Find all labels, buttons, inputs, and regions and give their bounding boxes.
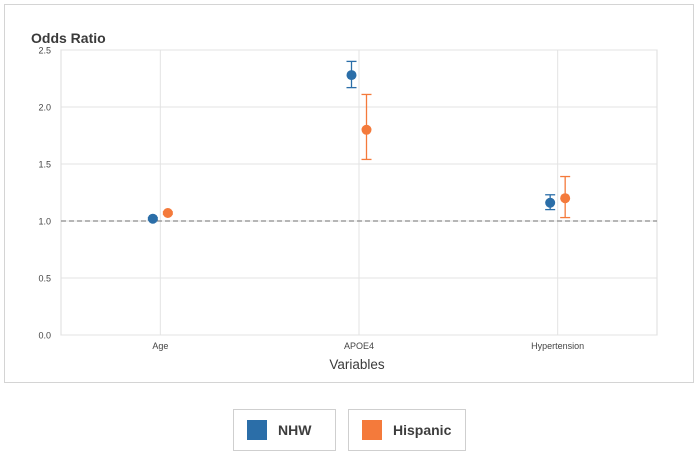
legend-swatch-hispanic	[362, 420, 382, 440]
y-tick-label: 1.5	[38, 160, 51, 170]
x-tick-label: APOE4	[344, 341, 374, 351]
point-nhw	[545, 197, 556, 208]
point-nhw	[346, 70, 357, 81]
y-tick-label: 0.0	[38, 331, 51, 341]
x-tick-label: Hypertension	[531, 341, 584, 351]
y-tick-label: 0.5	[38, 274, 51, 284]
legend-item-hispanic[interactable]: Hispanic	[348, 409, 466, 451]
x-tick-label: Age	[152, 341, 168, 351]
point-hispanic	[361, 124, 372, 135]
legend-swatch-nhw	[247, 420, 267, 440]
y-tick-label: 2.5	[38, 46, 51, 56]
point-hispanic	[560, 193, 571, 204]
point-hispanic	[162, 208, 173, 219]
legend-label-hispanic: Hispanic	[393, 422, 452, 438]
odds-ratio-chart: 0.0 0.5 1.0 1.5 2.0 2.5 Age APOE4 Hypertension O…	[31, 30, 658, 372]
chart-frame	[4, 4, 694, 383]
legend-label-nhw: NHW	[278, 422, 312, 438]
y-tick-label: 2.0	[38, 103, 51, 113]
point-nhw	[147, 213, 158, 224]
legend-item-nhw[interactable]: NHW	[233, 409, 336, 451]
chart-title: Odds Ratio	[31, 30, 106, 46]
x-axis-label: Variables	[329, 357, 385, 372]
y-tick-label: 1.0	[38, 217, 51, 227]
